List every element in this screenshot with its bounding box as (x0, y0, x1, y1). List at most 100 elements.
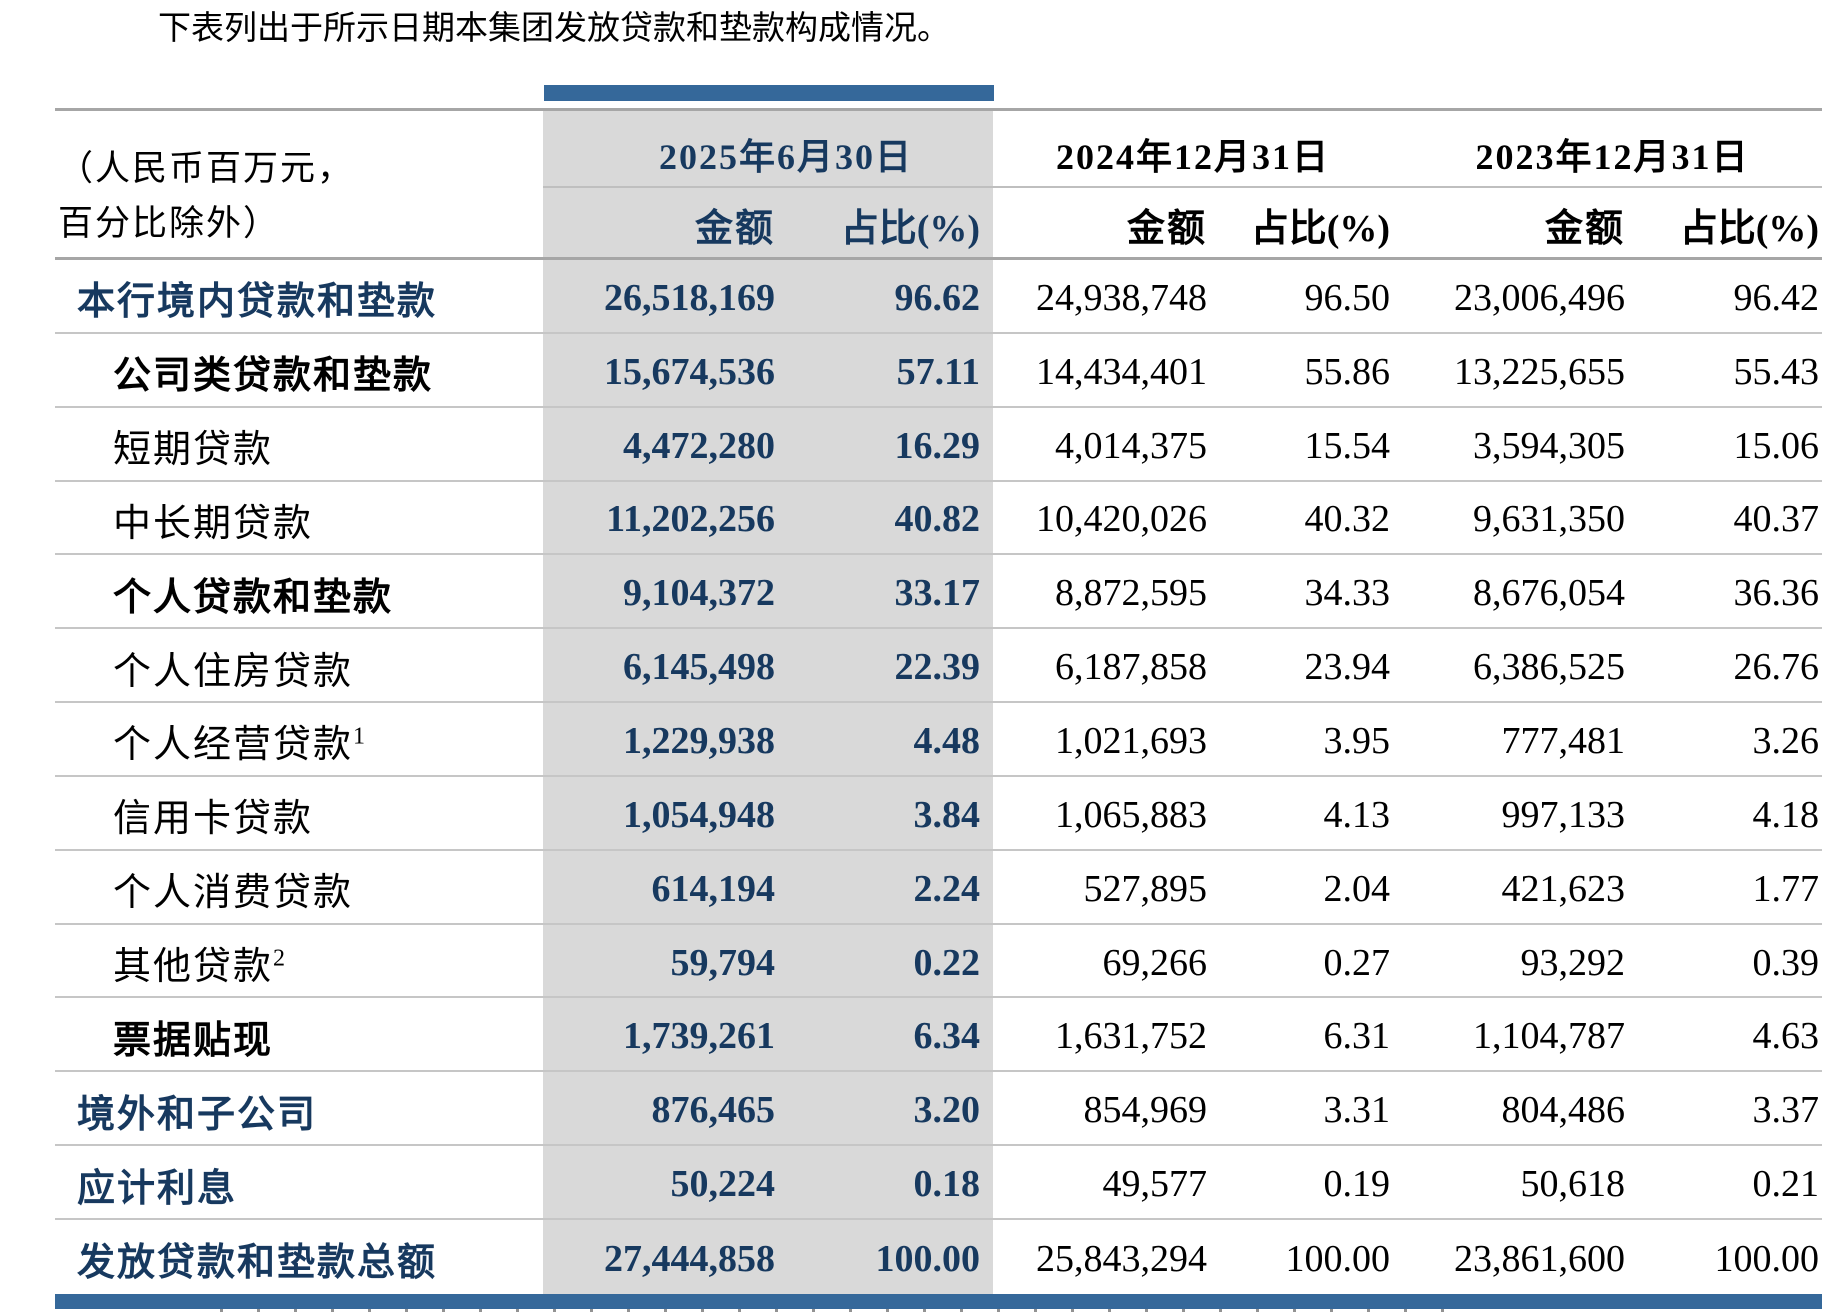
cell-2023-pct: 0.39 (1752, 941, 1820, 984)
table-row: 中长期贷款 11,202,256 40.82 10,420,026 40.32 … (55, 482, 1822, 556)
table-row-total: 发放贷款和垫款总额 27,444,858 100.00 25,843,294 1… (55, 1220, 1822, 1294)
cell-2025-amount: 876,465 (651, 1089, 776, 1132)
table-row: 境外和子公司 876,465 3.20 854,969 3.31 804,486… (55, 1072, 1822, 1147)
header-date-2023: 2023年12月31日 (1475, 136, 1750, 177)
cell-2023-amount: 6,386,525 (1473, 646, 1625, 689)
table-row: 短期贷款 4,472,280 16.29 4,014,375 15.54 3,5… (55, 408, 1822, 482)
footnote-ref: 2 (273, 945, 286, 972)
header-2023-pct: 占比(%) (1679, 208, 1819, 250)
cell-2024-pct: 23.94 (1304, 646, 1391, 689)
cell-2025-pct: 96.62 (894, 276, 981, 319)
cell-2023-amount: 8,676,054 (1473, 572, 1625, 615)
cell-2025-amount: 4,472,280 (623, 424, 775, 467)
cell-2023-amount: 804,486 (1501, 1089, 1626, 1132)
cell-2025-amount: 1,229,938 (623, 719, 775, 762)
cell-2025-amount: 15,674,536 (604, 350, 775, 393)
cell-2024-pct: 55.86 (1304, 350, 1391, 393)
row-label: 信用卡贷款 (113, 798, 314, 841)
cell-2024-amount: 8,872,595 (1055, 572, 1207, 615)
cell-2025-amount: 6,145,498 (623, 646, 775, 689)
header-dates-row: 2025年6月30日 2024年12月31日 2023年12月31日 (55, 111, 1822, 186)
cell-2024-amount: 10,420,026 (1036, 498, 1207, 541)
table-row: 个人经营贷款1 1,229,938 4.48 1,021,693 3.95 77… (55, 703, 1822, 777)
row-label: 短期贷款 (113, 429, 274, 472)
table-row: 票据贴现 1,739,261 6.34 1,631,752 6.31 1,104… (55, 998, 1822, 1073)
cell-2024-pct: 3.31 (1323, 1089, 1391, 1132)
cell-2023-pct: 55.43 (1733, 350, 1820, 393)
cell-2025-amount: 50,224 (670, 1163, 776, 1206)
row-label: 个人消费贷款 (113, 872, 354, 915)
cell-2023-pct: 3.37 (1752, 1089, 1820, 1132)
header-divider-line (543, 186, 1822, 188)
cell-2024-pct: 40.32 (1304, 498, 1391, 541)
cell-2024-amount: 1,065,883 (1055, 793, 1207, 836)
cell-2025-pct: 40.82 (894, 498, 981, 541)
cell-2023-amount: 1,104,787 (1473, 1015, 1625, 1058)
header-bottom-line (55, 257, 1822, 260)
cell-2024-amount: 49,577 (1102, 1163, 1208, 1206)
row-label: 个人经营贷款1 (113, 723, 366, 767)
header-columns-row: 金额 占比(%) 金额 占比(%) 金额 占比(%) (55, 188, 1822, 257)
header-2025-pct: 占比(%) (840, 208, 980, 250)
cell-2025-pct: 6.34 (913, 1015, 981, 1058)
cell-2024-amount: 854,969 (1083, 1089, 1208, 1132)
cell-2025-amount: 11,202,256 (606, 498, 775, 541)
cell-2024-pct: 2.04 (1323, 867, 1391, 910)
row-label: 本行境内贷款和垫款 (77, 281, 438, 324)
unit-note: （人民币百万元， 百分比除外） (58, 141, 354, 251)
cell-2023-pct: 15.06 (1733, 424, 1820, 467)
table-row: 公司类贷款和垫款 15,674,536 57.11 14,434,401 55.… (55, 334, 1822, 408)
cell-2023-pct: 4.63 (1752, 1015, 1820, 1058)
cell-2023-amount: 9,631,350 (1473, 498, 1625, 541)
header-2025-amount: 金额 (694, 208, 775, 250)
cell-2025-amount: 26,518,169 (604, 276, 775, 319)
table-row: 本行境内贷款和垫款 26,518,169 96.62 24,938,748 96… (55, 260, 1822, 334)
cell-2024-pct: 4.13 (1323, 793, 1391, 836)
header-date-2025: 2025年6月30日 (658, 136, 913, 177)
cell-2024-pct: 96.50 (1304, 276, 1391, 319)
cell-2025-pct: 100.00 (875, 1237, 981, 1280)
cell-2024-amount: 6,187,858 (1055, 646, 1207, 689)
cell-2024-amount: 527,895 (1083, 867, 1208, 910)
accent-bar-top (544, 85, 994, 101)
table-caption: 下表列出于所示日期本集团发放贷款和垫款构成情况。 (158, 11, 950, 47)
row-label: 中长期贷款 (113, 502, 314, 545)
cell-2024-amount: 14,434,401 (1036, 350, 1207, 393)
cell-2024-pct: 34.33 (1304, 572, 1391, 615)
cell-2023-pct: 4.18 (1752, 793, 1820, 836)
cell-2025-pct: 2.24 (913, 867, 981, 910)
cell-2023-pct: 36.36 (1733, 572, 1820, 615)
header-2024-amount: 金额 (1126, 208, 1207, 250)
cell-2024-pct: 3.95 (1323, 719, 1391, 762)
cell-2025-amount: 59,794 (670, 941, 776, 984)
cell-2023-amount: 50,618 (1520, 1163, 1626, 1206)
cell-2023-pct: 40.37 (1733, 498, 1820, 541)
row-label: 票据贴现 (113, 1019, 274, 1062)
cell-2023-amount: 93,292 (1520, 941, 1626, 984)
cell-2025-amount: 9,104,372 (623, 572, 775, 615)
cell-2023-amount: 3,594,305 (1473, 424, 1625, 467)
unit-note-line2: 百分比除外） (58, 204, 281, 243)
row-label: 其他贷款2 (113, 945, 286, 989)
cell-2023-pct: 1.77 (1752, 867, 1820, 910)
cell-2025-pct: 16.29 (894, 424, 981, 467)
cell-2025-pct: 0.22 (913, 941, 981, 984)
cell-2025-amount: 1,054,948 (623, 793, 775, 836)
table-row: 其他贷款2 59,794 0.22 69,266 0.27 93,292 0.3… (55, 925, 1822, 999)
cell-2023-pct: 26.76 (1733, 646, 1820, 689)
row-label: 个人住房贷款 (113, 650, 354, 693)
cell-2023-pct: 96.42 (1733, 276, 1820, 319)
cell-2024-pct: 0.27 (1323, 941, 1391, 984)
cell-2023-pct: 100.00 (1714, 1237, 1820, 1280)
cell-2023-amount: 23,861,600 (1454, 1237, 1625, 1280)
cell-2025-amount: 27,444,858 (604, 1237, 775, 1280)
table-row: 个人消费贷款 614,194 2.24 527,895 2.04 421,623… (55, 851, 1822, 925)
row-label: 发放贷款和垫款总额 (77, 1242, 438, 1285)
cell-2025-amount: 1,739,261 (623, 1015, 775, 1058)
cell-2024-amount: 24,938,748 (1036, 276, 1207, 319)
cell-2024-amount: 1,021,693 (1055, 719, 1207, 762)
row-label: 境外和子公司 (77, 1093, 318, 1136)
cell-2025-pct: 4.48 (913, 719, 981, 762)
cell-2025-pct: 3.20 (913, 1089, 981, 1132)
